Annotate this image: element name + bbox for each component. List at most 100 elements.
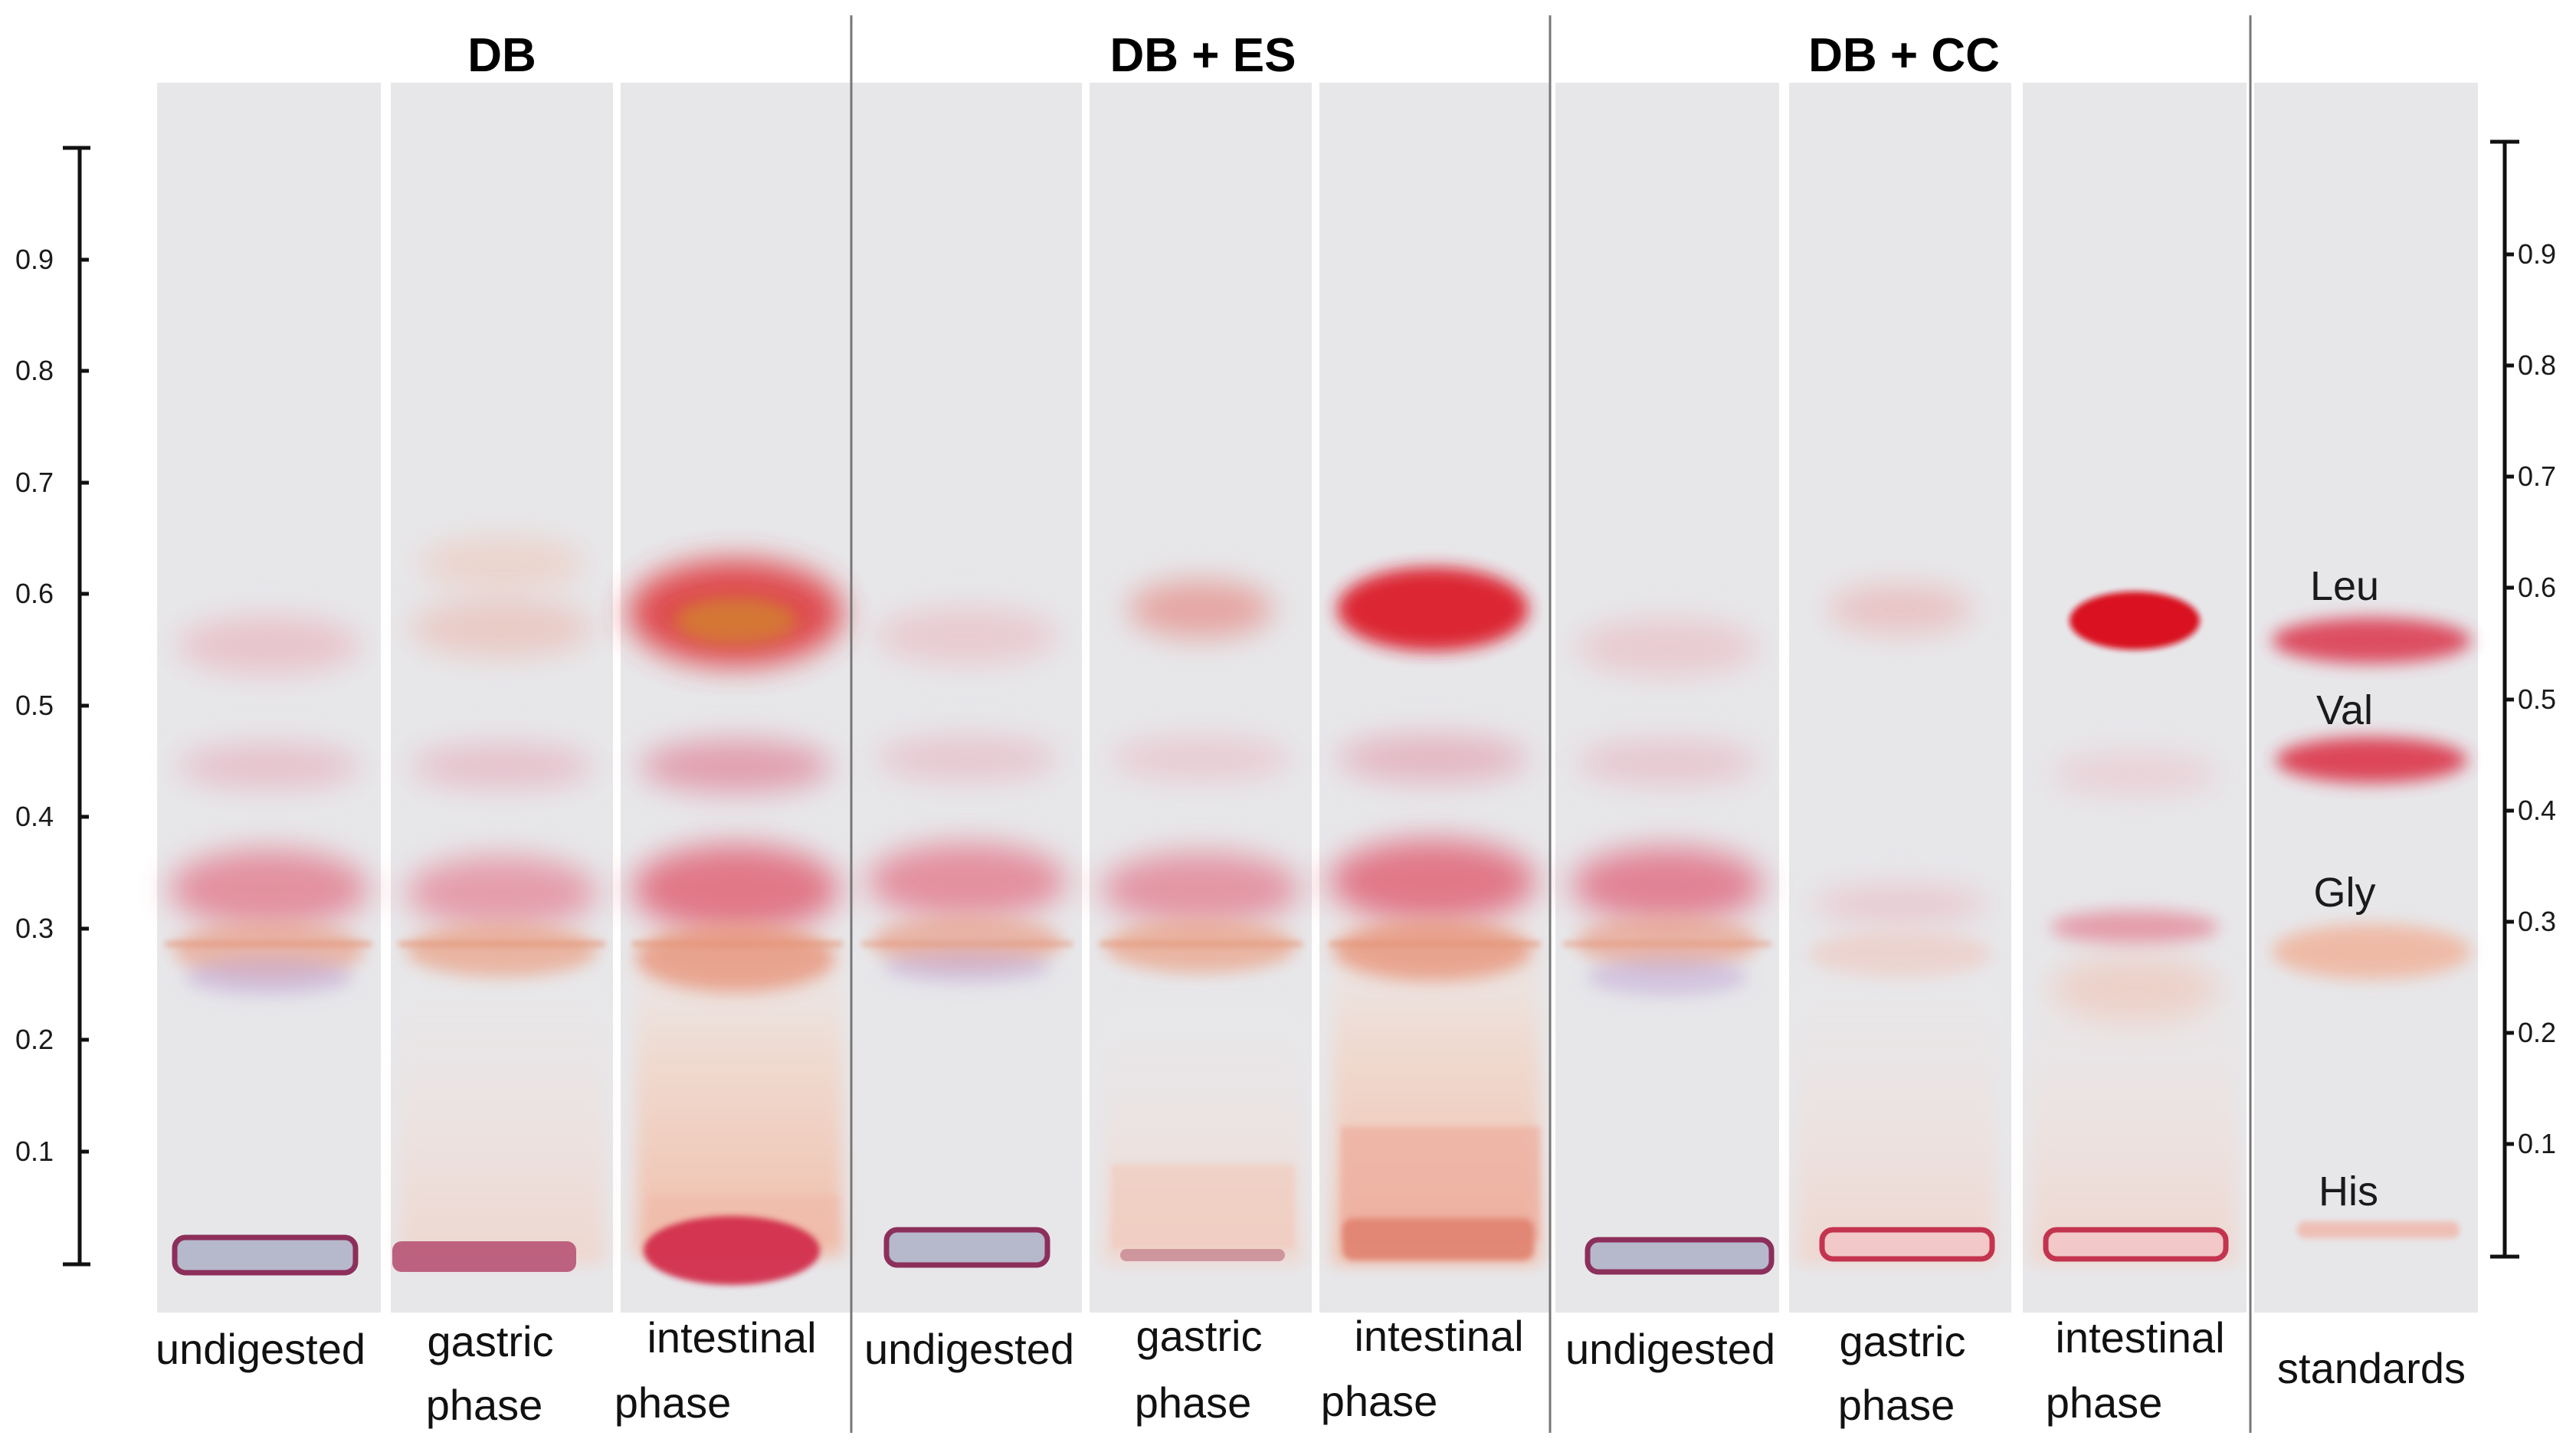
spot: [1128, 580, 1273, 638]
group-titles: DB DB + ES DB + CC: [467, 29, 2000, 82]
lane-label: gastric: [428, 1317, 554, 1365]
axis-label: 0.1: [2518, 1128, 2556, 1159]
group-title-db: DB: [467, 29, 536, 82]
spot: [1575, 618, 1759, 677]
lane-labels: undigested gastric phase intestinal phas…: [156, 1312, 2466, 1429]
spot: [1587, 958, 1748, 996]
spot: [674, 598, 797, 644]
spot: [875, 607, 1059, 665]
plate-strip-4: [852, 83, 1082, 1313]
lane-label: undigested: [156, 1325, 365, 1373]
origin-spot: [1819, 1227, 1995, 1262]
spot: [2050, 954, 2219, 1023]
spot: [1337, 567, 1529, 651]
axis-label: 0.4: [2518, 795, 2556, 826]
origin-spot: [1342, 1218, 1534, 1260]
lane-label: undigested: [1565, 1325, 1775, 1373]
spot: [632, 844, 839, 933]
standard-labels: Leu Val Gly His: [2310, 563, 2379, 1214]
lane-label: phase: [1838, 1381, 1955, 1429]
spot: [418, 536, 586, 590]
orange-line: [862, 942, 1073, 946]
group-separators: [850, 15, 2252, 1433]
std-spot-his: [2297, 1221, 2460, 1238]
axis-label: 0.8: [2518, 349, 2556, 381]
spot: [406, 856, 598, 929]
origin-spot: [883, 1227, 1050, 1268]
lane-label: standards: [2277, 1344, 2466, 1392]
spot: [1333, 919, 1532, 981]
orange-line: [1100, 942, 1303, 946]
group-title-db-cc: DB + CC: [1808, 29, 2000, 82]
origin-spot: [172, 1234, 359, 1276]
origin-spot: [392, 1241, 576, 1272]
spot: [410, 743, 594, 789]
spot: [1812, 885, 1988, 923]
spot: [636, 923, 835, 992]
spot: [1827, 585, 1973, 634]
rf-axis-left: [63, 146, 90, 1267]
spot: [1571, 847, 1763, 923]
spot: [640, 739, 831, 793]
origin-spot: [644, 1216, 820, 1285]
orange-line: [398, 942, 605, 946]
axis-label: 0.7: [15, 467, 54, 498]
spot: [2070, 592, 2200, 650]
lane-label: phase: [615, 1378, 732, 1427]
lane-label: phase: [1135, 1378, 1252, 1427]
spot: [1575, 739, 1759, 785]
std-label-gly: Gly: [2314, 870, 2376, 916]
axis-label: 0.4: [15, 801, 54, 832]
std-spot-gly: [2272, 924, 2471, 979]
lane-label: gastric: [1136, 1312, 1263, 1360]
rf-axis-left-labels: 0.1 0.2 0.3 0.4 0.5 0.6 0.7 0.8 0.9: [15, 244, 54, 1167]
orange-line: [1329, 942, 1540, 946]
orange-lines: [165, 942, 1771, 946]
lane-label: undigested: [864, 1325, 1074, 1373]
axis-label: 0.2: [15, 1024, 54, 1055]
spot: [875, 736, 1059, 782]
spot: [2050, 910, 2219, 944]
spot: [169, 849, 369, 929]
axis-label: 0.6: [15, 578, 54, 609]
spot: [1337, 734, 1529, 783]
spot: [177, 616, 361, 674]
axis-label: 0.9: [15, 244, 54, 275]
smear-finger: [1111, 1165, 1295, 1249]
axis-label: 0.1: [15, 1136, 54, 1167]
plate-strip-10: [2254, 83, 2478, 1313]
smear: [1797, 958, 1996, 1264]
spot: [2050, 752, 2219, 795]
axis-label: 0.5: [15, 690, 54, 721]
origin-spot: [1585, 1237, 1775, 1275]
axis-label: 0.3: [15, 913, 54, 944]
plate-strip-1: [157, 83, 381, 1313]
plate-strip-7: [1555, 83, 1779, 1313]
axis-label: 0.8: [15, 355, 54, 386]
spot: [177, 743, 361, 789]
orange-line: [632, 942, 843, 946]
smear: [398, 958, 605, 1264]
axis-label: 0.5: [2518, 683, 2556, 715]
lane-label: intestinal: [647, 1313, 816, 1362]
axis-label: 0.7: [2518, 461, 2556, 492]
axis-label: 0.2: [2518, 1017, 2556, 1048]
lane-label: intestinal: [1354, 1312, 1523, 1360]
spot: [1101, 852, 1300, 926]
spot: [883, 950, 1051, 984]
spot: [406, 923, 598, 977]
std-spot-leu: [2272, 618, 2471, 664]
axis-label: 0.6: [2518, 572, 2556, 603]
orange-line: [165, 942, 372, 946]
lane-label: phase: [1321, 1377, 1438, 1425]
origin-spot: [1120, 1249, 1285, 1261]
std-label-leu: Leu: [2310, 563, 2379, 609]
axis-label: 0.9: [2518, 238, 2556, 270]
spot: [185, 958, 353, 996]
std-spot-val: [2276, 737, 2467, 783]
orange-line: [1563, 942, 1771, 946]
spot: [410, 599, 594, 657]
std-label-val: Val: [2316, 687, 2373, 733]
lane-label: gastric: [1840, 1317, 1966, 1365]
